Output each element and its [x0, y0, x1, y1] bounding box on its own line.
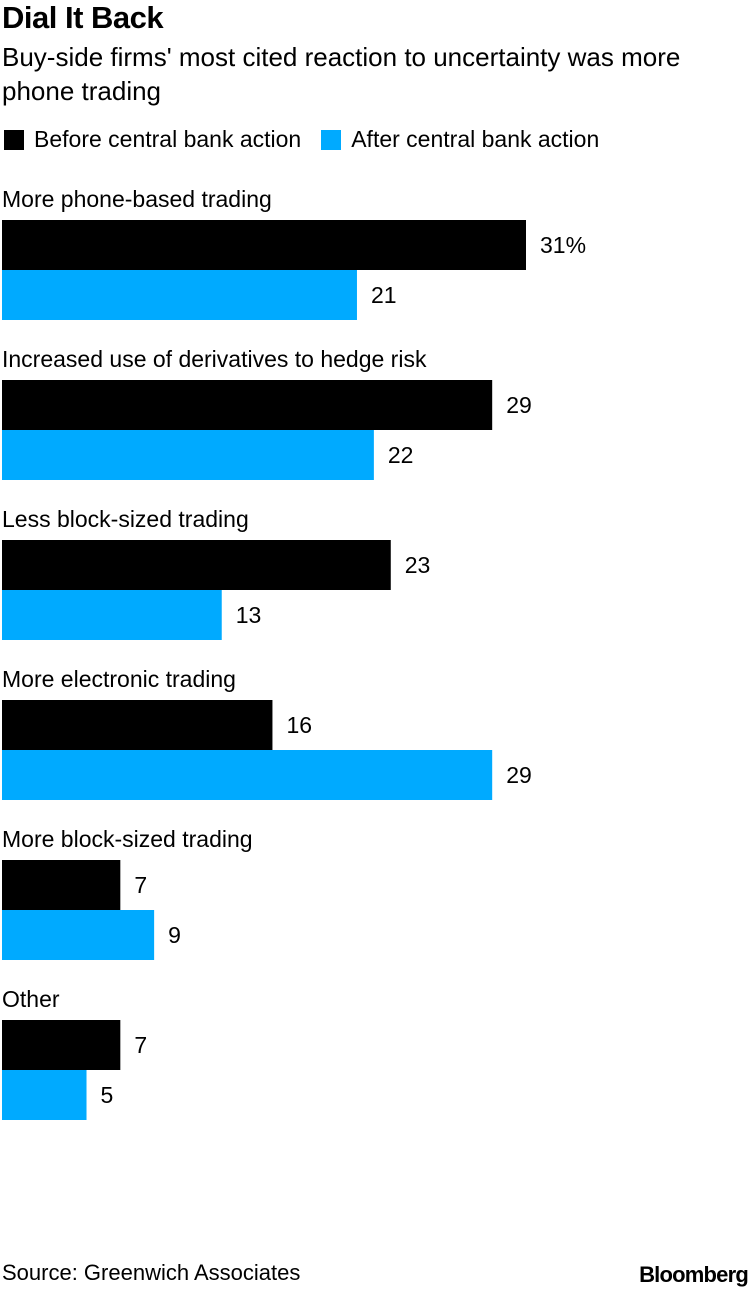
bar-after: [2, 430, 374, 480]
legend: Before central bank action After central…: [4, 126, 619, 153]
bar-after: [2, 270, 357, 320]
category-label: Other: [2, 986, 60, 1012]
legend-swatch-after: [321, 129, 342, 150]
value-label: 23: [405, 552, 431, 578]
value-label: 16: [286, 712, 312, 738]
chart-title: Dial It Back: [2, 0, 164, 35]
value-label: 7: [134, 1032, 147, 1058]
legend-label-after: After central bank action: [351, 126, 600, 152]
category-label: More block-sized trading: [2, 826, 253, 852]
bar-before: [2, 380, 493, 430]
bar-before: [2, 220, 526, 270]
bar-before: [2, 860, 121, 910]
chart-subtitle: Buy-side firms' most cited reaction to u…: [2, 42, 681, 106]
bar-after: [2, 590, 222, 640]
bar-after: [2, 750, 493, 800]
category-label: Increased use of derivatives to hedge ri…: [2, 346, 427, 372]
value-label: 21: [371, 282, 397, 308]
legend-label-before: Before central bank action: [34, 126, 302, 152]
bar-before: [2, 700, 273, 750]
value-label: 31%: [540, 232, 586, 258]
bar-after: [2, 1070, 87, 1120]
category-label: More electronic trading: [2, 666, 236, 692]
value-label: 29: [506, 762, 532, 788]
bar-before: [2, 1020, 121, 1070]
value-label: 13: [236, 602, 262, 628]
value-label: 7: [134, 872, 147, 898]
category-label: Less block-sized trading: [2, 506, 249, 532]
value-label: 22: [388, 442, 414, 468]
legend-item-before: Before central bank action: [4, 126, 301, 153]
legend-item-after: After central bank action: [321, 126, 599, 153]
bar-after: [2, 910, 155, 960]
category-label: More phone-based trading: [2, 186, 272, 212]
value-label: 29: [506, 392, 532, 418]
legend-swatch-before: [4, 129, 24, 150]
source-note: Source: Greenwich Associates: [2, 1260, 301, 1285]
value-label: 9: [168, 922, 181, 948]
bar-chart: More phone-based trading 31% 21 Increased u…: [2, 186, 586, 1120]
value-label: 5: [101, 1082, 114, 1108]
bar-before: [2, 540, 391, 590]
brand-logo: Bloomberg: [639, 1262, 749, 1287]
